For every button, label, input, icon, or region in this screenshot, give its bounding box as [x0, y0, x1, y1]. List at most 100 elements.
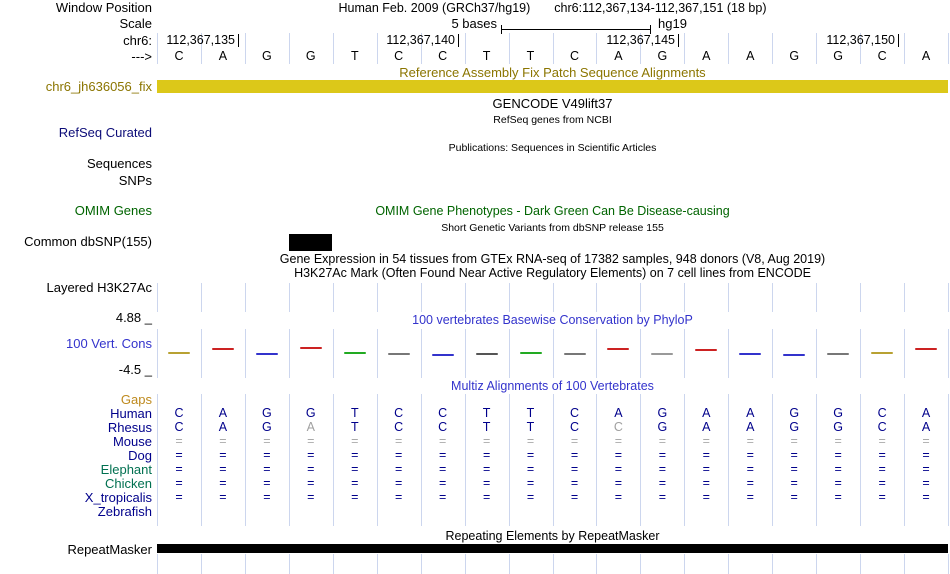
align-symbol-x-tropicalis: =: [702, 490, 710, 504]
track-label-sequences[interactable]: Sequences: [86, 156, 152, 171]
scale-assembly-label: hg19: [658, 16, 687, 31]
base-gridline: [420, 554, 422, 574]
base-gridline: [288, 394, 290, 526]
base-gridline: [860, 394, 862, 526]
base-gridline: [200, 33, 202, 64]
conservation-mark: [695, 349, 718, 351]
reference-base: G: [833, 49, 843, 63]
base-gridline: [948, 554, 949, 574]
align-symbol-mouse: =: [351, 434, 359, 448]
track-label-chr6-jh636056-fix[interactable]: chr6_jh636056_fix: [45, 79, 152, 94]
track-label-human[interactable]: Human: [110, 406, 152, 421]
track-title-gencode-v49lift37[interactable]: GENCODE V49lift37: [492, 96, 613, 111]
track-label-snps[interactable]: SNPs: [118, 173, 152, 188]
align-symbol-chicken: =: [438, 476, 447, 490]
dbsnp-variant-box[interactable]: [289, 234, 332, 251]
align-symbol-mouse: =: [790, 434, 798, 448]
base-gridline: [640, 394, 642, 526]
fix-patch-feature-bar[interactable]: [157, 80, 948, 93]
track-label-[interactable]: --->: [131, 49, 152, 64]
track-label-rhesus[interactable]: Rhesus: [107, 420, 152, 435]
align-symbol-dog: =: [482, 448, 491, 462]
align-base-rhesus: G: [262, 420, 272, 434]
track-label-dog[interactable]: Dog: [128, 448, 152, 463]
track-title-short-genetic-variants-from-dbsnp-release-155[interactable]: Short Genetic Variants from dbSNP releas…: [441, 222, 664, 234]
align-symbol-dog: =: [395, 448, 403, 462]
track-title-refseq-genes-from-ncbi[interactable]: RefSeq genes from NCBI: [493, 114, 612, 126]
base-gridline: [640, 329, 642, 378]
align-symbol-mouse: =: [878, 434, 886, 448]
base-gridline: [420, 33, 422, 64]
track-label-layered-h3k27ac[interactable]: Layered H3K27Ac: [46, 280, 152, 295]
align-symbol-elephant: =: [351, 462, 359, 476]
track-title-reference-assembly-fix-patch-sequence-alignments[interactable]: Reference Assembly Fix Patch Sequence Al…: [399, 65, 706, 80]
align-base-human: T: [526, 406, 535, 420]
track-label-repeatmasker[interactable]: RepeatMasker: [67, 542, 152, 557]
base-gridline: [508, 554, 510, 574]
track-label-scale[interactable]: Scale: [119, 16, 152, 31]
base-gridline: [157, 283, 158, 312]
track-title-100-vertebrates-basewise-conservation-by-phylop[interactable]: 100 vertebrates Basewise Conservation by…: [412, 313, 693, 327]
track-label-4-88[interactable]: 4.88 _: [115, 310, 152, 325]
base-gridline: [288, 33, 290, 64]
base-gridline: [376, 394, 378, 526]
track-label-refseq-curated[interactable]: RefSeq Curated: [58, 125, 152, 140]
conservation-mark: [475, 353, 498, 355]
base-gridline: [640, 554, 642, 574]
align-base-rhesus: A: [921, 420, 931, 434]
align-base-rhesus: C: [877, 420, 887, 434]
track-label-omim-genes[interactable]: OMIM Genes: [74, 203, 152, 218]
track-title-omim-gene-phenotypes-dark-green-can-be-disease-causing[interactable]: OMIM Gene Phenotypes - Dark Green Can Be…: [375, 204, 730, 218]
track-label-100-vert-cons[interactable]: 100 Vert. Cons: [66, 336, 152, 351]
track-label-mouse[interactable]: Mouse: [112, 434, 152, 449]
align-symbol-elephant: =: [614, 462, 623, 476]
track-title-gene-expression-in-54-tissues-from-gtex-rna-seq-of-17382-samples-948-donors-v8-aug-2019[interactable]: Gene Expression in 54 tissues from GTEx …: [279, 252, 826, 266]
repeatmasker-feature-bar[interactable]: [157, 544, 948, 553]
align-symbol-x-tropicalis: =: [526, 490, 535, 504]
base-gridline: [596, 33, 598, 64]
track-label-elephant[interactable]: Elephant: [100, 462, 152, 477]
track-label-chicken[interactable]: Chicken: [105, 476, 152, 491]
align-base-rhesus: A: [306, 420, 315, 434]
track-title-repeating-elements-by-repeatmasker[interactable]: Repeating Elements by RepeatMasker: [445, 529, 660, 543]
track-label-common-dbsnp-155[interactable]: Common dbSNP(155): [24, 234, 152, 249]
base-gridline: [376, 283, 378, 312]
scale-bar-label: 5 bases: [451, 16, 497, 31]
align-base-rhesus: A: [746, 420, 755, 434]
base-gridline: [244, 283, 246, 312]
track-label-4-5[interactable]: -4.5 _: [118, 362, 152, 377]
align-base-human: A: [614, 406, 623, 420]
align-symbol-chicken: =: [395, 476, 403, 490]
base-gridline: [640, 33, 642, 64]
conservation-mark: [168, 352, 190, 354]
align-symbol-x-tropicalis: =: [219, 490, 227, 504]
reference-base: T: [350, 49, 359, 63]
track-label-chr6[interactable]: chr6:: [123, 33, 152, 48]
align-base-rhesus: T: [526, 420, 535, 434]
align-symbol-x-tropicalis: =: [834, 490, 842, 504]
track-title-multiz-alignments-of-100-vertebrates[interactable]: Multiz Alignments of 100 Vertebrates: [451, 379, 654, 393]
align-symbol-chicken: =: [834, 476, 842, 490]
align-symbol-x-tropicalis: =: [307, 490, 315, 504]
ruler-position-number: 112,367,145: [606, 33, 675, 47]
track-label-gaps[interactable]: Gaps: [120, 392, 152, 407]
align-symbol-chicken: =: [175, 476, 183, 490]
align-base-human: A: [702, 406, 711, 420]
base-gridline: [948, 33, 949, 64]
align-base-human: A: [218, 406, 228, 420]
track-title-h3k27ac-mark-often-found-near-active-regulatory-elements-on-7-cell-lines-from-encode[interactable]: H3K27Ac Mark (Often Found Near Active Re…: [294, 266, 811, 280]
track-label-zebrafish[interactable]: Zebrafish: [97, 504, 152, 519]
conservation-mark: [387, 353, 410, 355]
track-label-window-position[interactable]: Window Position: [55, 0, 152, 15]
align-symbol-x-tropicalis: =: [351, 490, 359, 504]
align-symbol-mouse: =: [526, 434, 535, 448]
base-gridline: [420, 283, 422, 312]
conservation-mark: [211, 348, 234, 350]
align-symbol-dog: =: [570, 448, 579, 462]
align-symbol-mouse: =: [307, 434, 315, 448]
base-gridline: [772, 554, 774, 574]
align-symbol-dog: =: [658, 448, 667, 462]
base-gridline: [200, 283, 202, 312]
track-title-publications-sequences-in-scientific-articles[interactable]: Publications: Sequences in Scientific Ar…: [448, 142, 657, 154]
track-label-x-tropicalis[interactable]: X_tropicalis: [84, 490, 152, 505]
